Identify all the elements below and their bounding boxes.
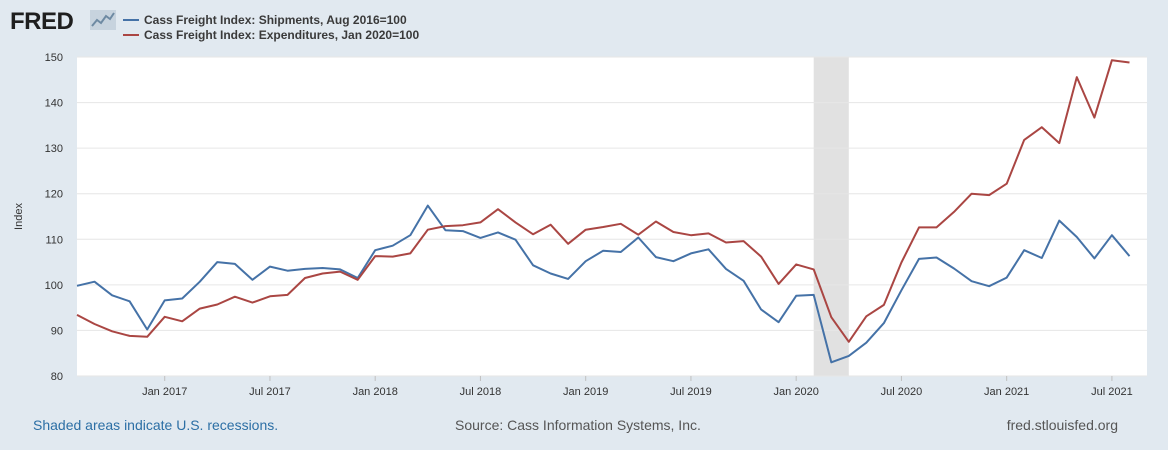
y-tick-label: 100 xyxy=(45,280,63,292)
x-tick-label: Jul 2018 xyxy=(460,386,502,398)
legend-swatch-shipments xyxy=(123,18,139,21)
y-axis-label: Index xyxy=(13,203,25,230)
legend-label-shipments: Cass Freight Index: Shipments, Aug 2016=… xyxy=(144,12,407,27)
x-tick-label: Jan 2018 xyxy=(353,386,398,398)
x-tick-label: Jul 2019 xyxy=(670,386,712,398)
y-tick-label: 90 xyxy=(51,325,63,337)
x-tick-label: Jan 2017 xyxy=(142,386,187,398)
plot-background xyxy=(77,57,1147,376)
y-tick-label: 80 xyxy=(51,371,63,383)
y-tick-label: 110 xyxy=(45,234,63,246)
fred-logo[interactable]: FRED xyxy=(10,8,74,35)
x-tick-label: Jan 2021 xyxy=(984,386,1029,398)
line-graph-icon xyxy=(90,10,116,30)
recession-band xyxy=(813,57,849,376)
x-tick-label: Jul 2021 xyxy=(1091,386,1133,398)
y-tick-label: 130 xyxy=(45,143,63,155)
x-tick-label: Jul 2017 xyxy=(249,386,291,398)
recession-note-link[interactable]: Shaded areas indicate U.S. recessions. xyxy=(33,417,279,433)
y-tick-label: 140 xyxy=(45,98,63,110)
y-tick-label: 150 xyxy=(45,52,63,64)
legend-swatch-expenditures xyxy=(123,33,139,36)
series-line-shipments xyxy=(76,204,1131,364)
header: FRED Cass Freight Index: Shipments, Aug … xyxy=(10,6,610,46)
site-link[interactable]: fred.stlouisfed.org xyxy=(1006,417,1118,433)
x-tick-label: Jan 2020 xyxy=(774,386,819,398)
series-line-expenditures xyxy=(76,59,1130,343)
x-tick-label: Jul 2020 xyxy=(881,386,923,398)
legend: Cass Freight Index: Shipments, Aug 2016=… xyxy=(123,12,419,42)
legend-label-expenditures: Cass Freight Index: Expenditures, Jan 20… xyxy=(144,27,420,42)
x-tick-label: Jan 2019 xyxy=(563,386,608,398)
y-tick-label: 120 xyxy=(45,189,63,201)
legend-item-expenditures: Cass Freight Index: Expenditures, Jan 20… xyxy=(123,27,419,42)
source-text: Source: Cass Information Systems, Inc. xyxy=(455,417,701,433)
legend-item-shipments: Cass Freight Index: Shipments, Aug 2016=… xyxy=(123,12,419,27)
